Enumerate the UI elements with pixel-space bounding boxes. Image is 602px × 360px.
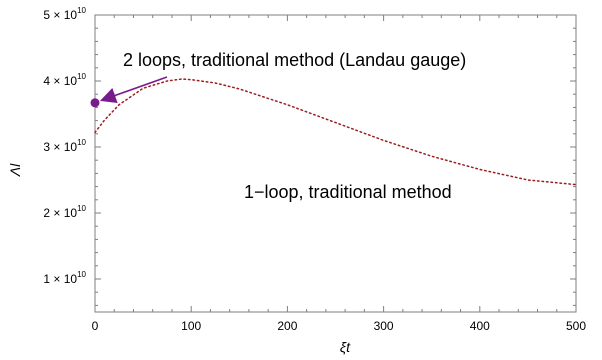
- x-tick-label: 300: [374, 319, 394, 333]
- x-tick-label: 200: [277, 319, 297, 333]
- series-2-loop-point: [90, 98, 100, 108]
- plot-frame: [94, 14, 577, 313]
- y-tick-label: 4 × 1010: [43, 72, 86, 88]
- x-tick-label: 500: [566, 319, 586, 333]
- y-tick-label: 5 × 1010: [43, 6, 86, 22]
- y-tick-label: 3 × 1010: [43, 138, 86, 154]
- series-1-loop-line: [94, 78, 577, 186]
- x-axis: 0 100 200 300 400 500: [92, 15, 586, 333]
- x-tick-label: 400: [470, 319, 490, 333]
- annotation-1-loop: 1−loop, traditional method: [244, 182, 452, 202]
- x-tick-label: 0: [92, 319, 99, 333]
- plot-border: [94, 14, 577, 313]
- annotation-2-loops: 2 loops, traditional method (Landau gaug…: [123, 50, 466, 70]
- series-layer: [90, 78, 577, 186]
- x-axis-label: ξt: [340, 339, 351, 355]
- x-tick-label: 100: [181, 319, 201, 333]
- annotation-layer: 2 loops, traditional method (Landau gaug…: [99, 50, 466, 202]
- y-axis-label: Λl: [7, 163, 23, 177]
- y-tick-label: 2 × 1010: [43, 204, 86, 220]
- y-axis: 1 × 1010 2 × 1010 3 × 1010 4 × 1010 5 × 1010: [43, 6, 576, 306]
- annotation-2-loops-arrow: [99, 76, 168, 104]
- y-tick-label: 1 × 1010: [43, 270, 86, 286]
